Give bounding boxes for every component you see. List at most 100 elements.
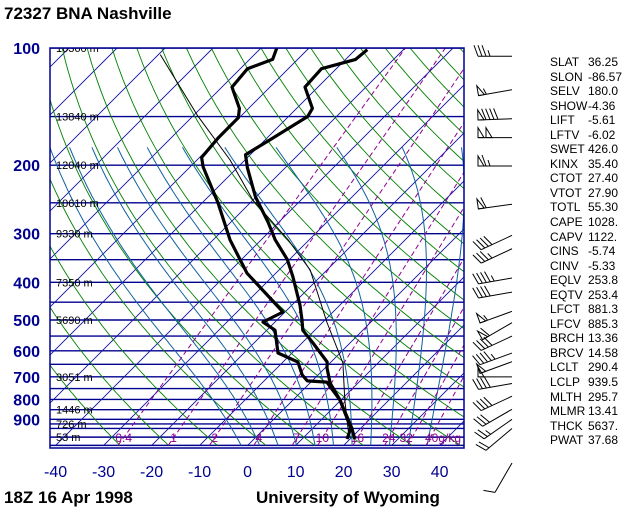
index-name: EQTV [550, 287, 583, 302]
index-value: 55.30 [588, 200, 619, 215]
wind-barb [473, 45, 512, 57]
wind-barb-half-feather [487, 253, 493, 259]
index-row-vtot: VTOT 27.90 [550, 186, 622, 201]
wind-barb-feather [472, 379, 479, 390]
isotherm-line [50, 48, 118, 116]
temperature-tick-label: -30 [92, 464, 115, 481]
wind-barb-feather [477, 45, 483, 57]
mixing-ratio-label: 2 [211, 431, 218, 445]
index-value: -4.36 [588, 98, 616, 113]
pressure-tick-label: 100 [13, 41, 40, 58]
moist-adiabat-line [182, 147, 334, 446]
wind-barb-feather [480, 327, 490, 337]
wind-barb [472, 335, 513, 351]
wind-barb-flag [475, 312, 487, 324]
temperature-tick-label: 30 [383, 464, 401, 481]
wind-barb-flag [485, 125, 493, 139]
wind-barb [472, 376, 513, 390]
index-row-selv: SELV 180.0 [550, 84, 622, 99]
wind-barb-feather [493, 108, 499, 120]
moist-adiabat-line [69, 147, 261, 446]
index-row-pwat: PWAT 37.68 [550, 433, 622, 448]
height-label: 12040 m [56, 160, 99, 172]
isotherm-line [247, 228, 464, 446]
wind-barb-feather [484, 271, 491, 283]
wind-barb-feather [480, 286, 487, 297]
wind-barb-feather [474, 431, 485, 440]
wind-barb-half-feather [490, 275, 495, 282]
wind-barb-feather [481, 108, 487, 120]
wind-barb-half-feather [487, 50, 491, 57]
wind-barb [475, 310, 513, 324]
dry-adiabat-line [50, 306, 169, 446]
index-row-mlth: MLTH 295.7 [550, 390, 622, 405]
wind-barb [475, 428, 513, 451]
index-name: TOTL [550, 200, 581, 215]
wind-barb-feather [473, 418, 483, 427]
wind-barb-shaft [483, 418, 513, 440]
index-name: CINV [550, 258, 579, 273]
temperature-tick-label: 0 [243, 464, 252, 481]
wind-barb-feather [475, 444, 487, 451]
wind-barb-half-feather [487, 159, 491, 167]
dry-adiabat-line [50, 364, 121, 446]
mixing-ratio-line [407, 343, 464, 446]
index-value: 885.3 [588, 316, 619, 331]
moist-adiabat-line [117, 147, 297, 446]
mixing-ratio-line [317, 206, 464, 446]
wind-barb-feather [472, 241, 482, 251]
index-name: PWAT [550, 433, 584, 448]
index-value: 253.8 [588, 273, 619, 288]
plot-frame [49, 47, 465, 449]
wind-barb-shaft [480, 248, 513, 264]
temperature-tick-label: 40 [431, 464, 449, 481]
index-row-cinv: CINV -5.33 [550, 259, 622, 274]
wind-barb-shaft [479, 352, 513, 366]
wind-barb-half-feather [485, 430, 491, 435]
index-value: 881.3 [588, 302, 619, 317]
dry-adiabat-line [136, 48, 464, 418]
index-row-slat: SLAT 36.25 [550, 55, 622, 70]
moist-adiabat-line [91, 147, 279, 446]
wind-barb-feather [480, 272, 487, 283]
wind-barb [476, 322, 513, 341]
wind-barb-feather [472, 341, 482, 351]
mixing-ratio-line [425, 375, 464, 446]
index-row-totl: TOTL 55.30 [550, 200, 622, 215]
mixing-ratio-label: 32 [399, 431, 413, 445]
wind-barb-feather [472, 401, 482, 411]
index-row-cins: CINS -5.74 [550, 244, 622, 259]
wind-barb-feather [489, 108, 495, 120]
index-name: LFCV [550, 316, 581, 331]
index-value: 253.4 [588, 287, 619, 302]
index-row-lfcv: LFCV 885.3 [550, 317, 622, 332]
index-name: SLAT [550, 55, 580, 69]
index-name: MLMR [550, 404, 586, 419]
isotherm-line [343, 324, 464, 446]
sounding-indices-table: SLAT 36.25 SLON -86.57 SELV 180.0 SHOW-4.36 LIF… [550, 55, 622, 448]
wind-barb-feather [472, 287, 479, 299]
wind-barb [477, 365, 512, 378]
mixing-ratio-label: 1 [170, 431, 177, 445]
index-row-mlmr: MLMR 13.41 [550, 404, 622, 419]
wind-barb-feather [476, 239, 486, 249]
index-row-lfct: LFCT 881.3 [550, 302, 622, 317]
wind-barb-feather [480, 197, 487, 209]
mixing-ratio-label: 40g/kg [425, 431, 461, 445]
height-label: 9330 m [56, 229, 93, 241]
station-title: 72327 BNA Nashville [4, 4, 172, 23]
dry-adiabat-line [50, 98, 315, 446]
isotherm-line [55, 48, 454, 446]
wind-barb-feather [484, 285, 491, 297]
mixing-ratio-line [384, 306, 464, 446]
moist-adiabat-line [146, 147, 316, 446]
index-name: CAPE [550, 215, 583, 230]
pressure-tick-label: 600 [13, 344, 40, 361]
wind-barb-feather [483, 351, 492, 361]
wind-barb-flag [477, 154, 485, 167]
mixing-ratio-label: 10 [316, 431, 330, 445]
observation-time: 18Z 16 Apr 1998 [4, 488, 133, 507]
index-name: SHOW [550, 98, 588, 113]
wind-barb-feather [477, 429, 488, 437]
